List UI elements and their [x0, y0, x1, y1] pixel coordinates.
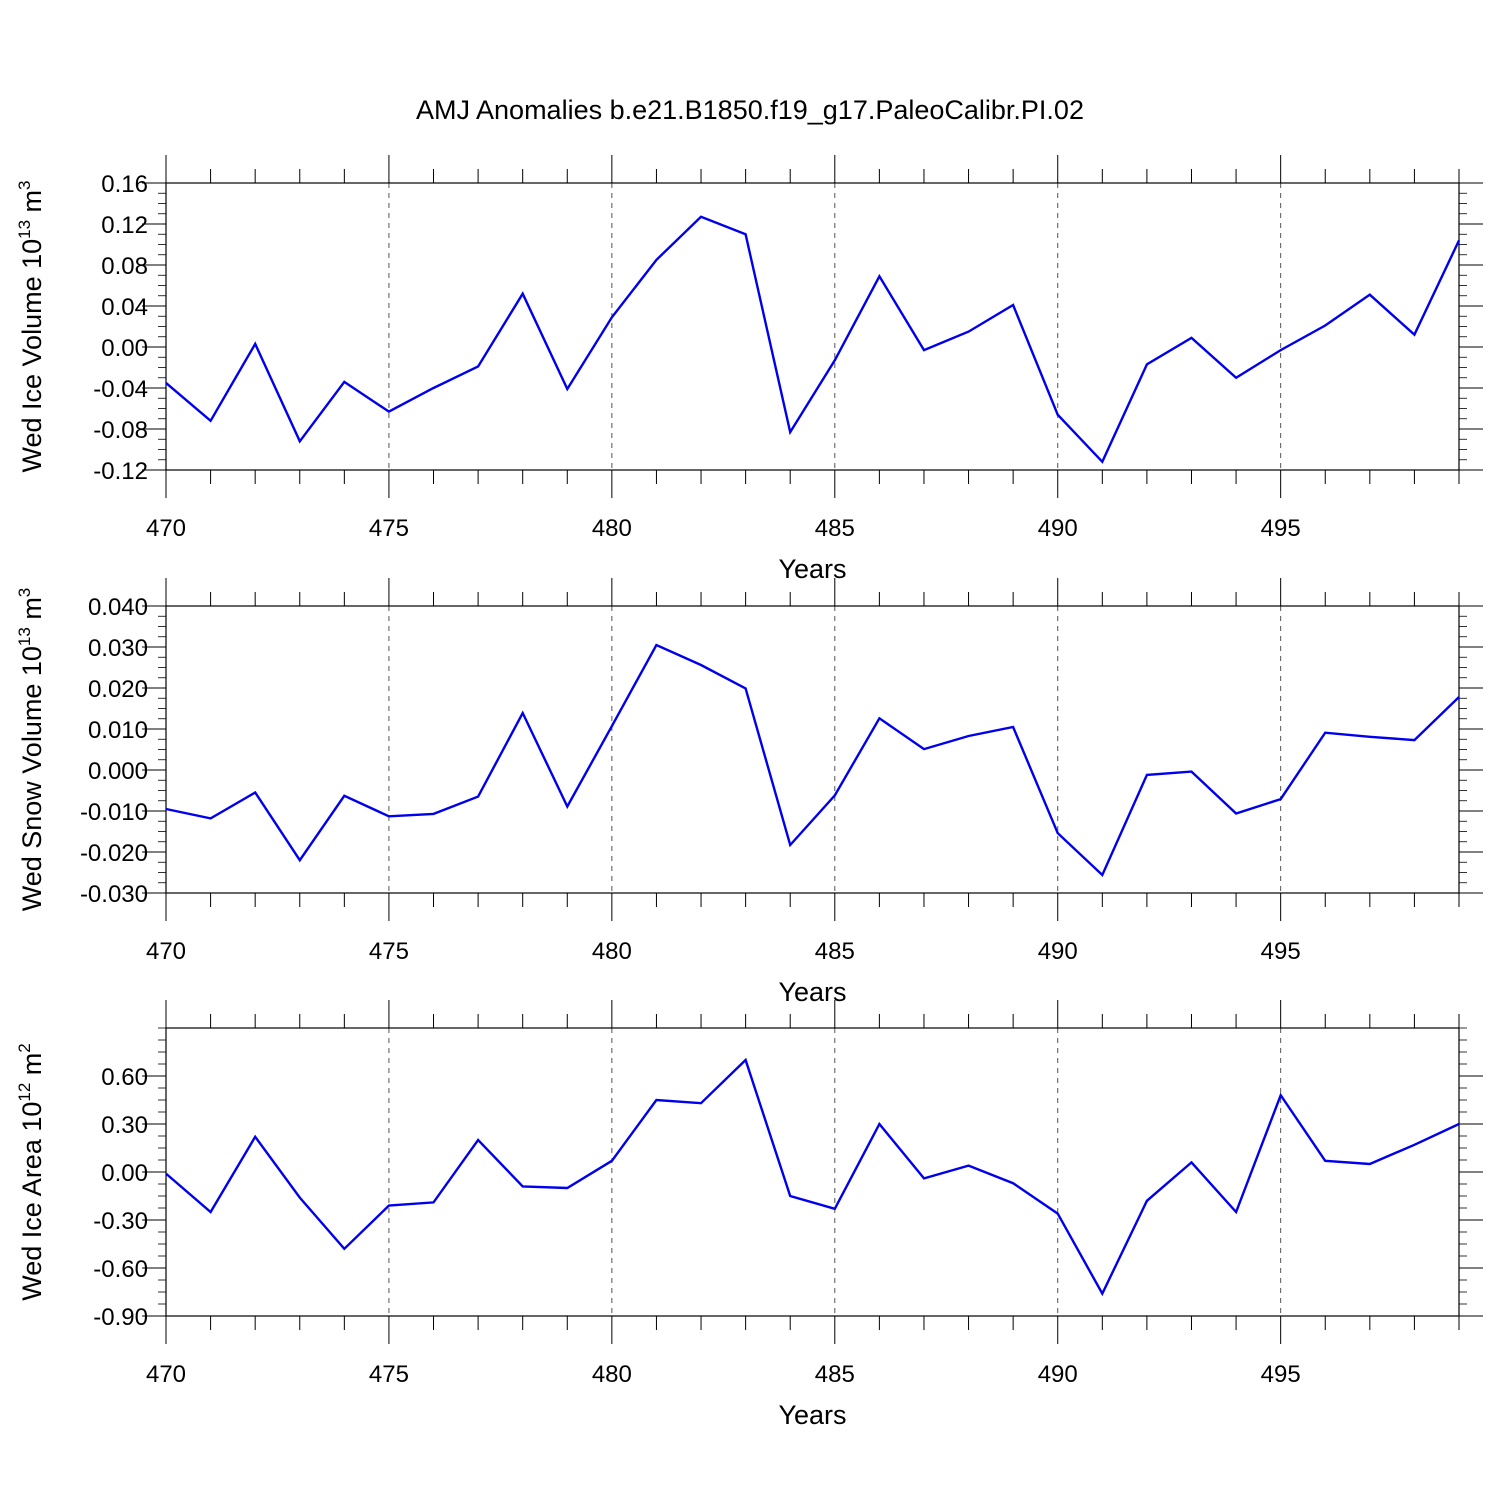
y-tick-label: 0.30 [101, 1112, 148, 1139]
y-tick-label: 0.000 [88, 758, 148, 785]
y-axis-label-main: Wed Ice Area 10 [17, 1102, 47, 1301]
y-tick-label: -0.08 [93, 417, 148, 444]
y-axis-label-main: Wed Snow Volume 10 [17, 646, 47, 911]
panels: 470 475 480 485 490 495 -0.12 -0.08 -0.04 0.00 0.0… [15, 155, 1483, 1430]
x-tick-label: 475 [369, 515, 409, 542]
y-tick-label: 0.00 [101, 1160, 148, 1187]
panel-1: 470 475 480 485 490 495 -0.12 -0.08 -0.04 0.00 0.0… [15, 155, 1483, 584]
y-axis-label-main: Wed Ice Volume 10 [17, 239, 47, 473]
y-tick-label: 0.12 [101, 212, 148, 239]
x-tick-label: 480 [592, 1361, 632, 1388]
y-tick-label: -0.60 [93, 1256, 148, 1283]
y-axis-label-unit: m [17, 597, 47, 627]
y-axis-label: Wed Snow Volume 1013 m3 [15, 588, 47, 912]
y-axis-label-unit-exponent: 3 [15, 180, 34, 189]
y-tick-label: 0.010 [88, 717, 148, 744]
panel-2: 470 475 480 485 490 495 -0.030 -0.020 -0.010 0.00… [15, 578, 1483, 1007]
x-tick-label: 485 [815, 515, 855, 542]
x-tick-label: 490 [1038, 1361, 1078, 1388]
y-tick-label: -0.90 [93, 1304, 148, 1331]
x-axis-label: Years [778, 977, 846, 1007]
x-tick-label: 475 [369, 938, 409, 965]
y-axis-label-exponent: 13 [15, 627, 34, 646]
x-tick-label: 495 [1261, 938, 1301, 965]
y-tick-label: 0.020 [88, 676, 148, 703]
y-tick-label: -0.030 [80, 881, 148, 908]
y-tick-label: 0.60 [101, 1064, 148, 1091]
figure-title: AMJ Anomalies b.e21.B1850.f19_g17.PaleoC… [416, 95, 1084, 125]
x-tick-label: 470 [146, 938, 186, 965]
y-axis-label-unit: m [17, 1053, 47, 1083]
y-tick-label: -0.020 [80, 840, 148, 867]
y-tick-label: -0.010 [80, 799, 148, 826]
series-line [165, 215, 1461, 464]
y-axis-label: Wed Ice Volume 1013 m3 [15, 180, 47, 472]
y-tick-label: -0.04 [93, 376, 148, 403]
y-tick-label: 0.04 [101, 294, 148, 321]
y-axis-label: Wed Ice Area 1012 m2 [15, 1043, 47, 1301]
y-axis-label-unit-exponent: 3 [15, 588, 34, 597]
series-line [165, 1057, 1460, 1297]
y-axis-label-exponent: 13 [15, 220, 34, 239]
x-tick-label: 485 [815, 938, 855, 965]
x-tick-label: 470 [146, 515, 186, 542]
x-tick-label: 480 [592, 515, 632, 542]
y-tick-label: 0.00 [101, 335, 148, 362]
y-axis-label-unit: m [17, 190, 47, 220]
y-tick-label: 0.08 [101, 253, 148, 280]
y-axis-label-exponent: 12 [15, 1083, 34, 1102]
series-line [165, 643, 1460, 878]
x-tick-label: 475 [369, 1361, 409, 1388]
x-tick-label: 490 [1038, 938, 1078, 965]
y-tick-label: -0.30 [93, 1208, 148, 1235]
panel-3: 470 475 480 485 490 495 -0.90 -0.60 -0.30 0.00 0.3… [15, 1000, 1483, 1430]
x-tick-label: 480 [592, 938, 632, 965]
x-tick-label: 470 [146, 1361, 186, 1388]
y-tick-label: -0.12 [93, 458, 148, 485]
y-axis-label-unit-exponent: 2 [15, 1043, 34, 1052]
x-axis-label: Years [778, 554, 846, 584]
y-tick-label: 0.16 [101, 171, 148, 198]
x-tick-label: 495 [1261, 1361, 1301, 1388]
x-tick-label: 485 [815, 1361, 855, 1388]
y-tick-label: 0.030 [88, 635, 148, 662]
x-tick-label: 495 [1261, 515, 1301, 542]
y-tick-label: 0.040 [88, 594, 148, 621]
x-tick-label: 490 [1038, 515, 1078, 542]
x-axis-label: Years [778, 1400, 846, 1430]
